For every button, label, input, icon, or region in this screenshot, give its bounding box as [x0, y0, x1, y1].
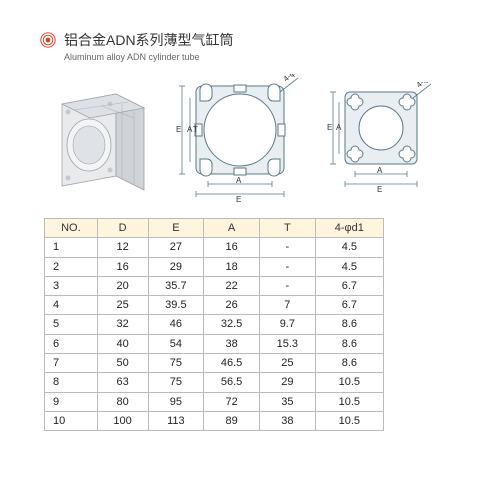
table-header-row: NO. D E A T 4-φd1: [45, 219, 384, 238]
table-cell: 46.5: [204, 354, 260, 373]
diagram-section-large: E A T A E 4-φd1: [172, 74, 307, 204]
table-cell: 100: [97, 411, 148, 430]
dim-label-T-v: T: [193, 125, 198, 134]
table-cell: 16: [204, 238, 260, 257]
table-row: 7507546.5258.6: [45, 354, 384, 373]
table-row: 32035.722-6.7: [45, 276, 384, 295]
table-cell: 54: [148, 334, 204, 353]
diagram-isometric: [44, 84, 154, 194]
col-d: D: [97, 219, 148, 238]
dim-label-A-h: A: [236, 176, 242, 185]
table-cell: 113: [148, 411, 204, 430]
table-cell: 95: [148, 392, 204, 411]
table-cell: 9.7: [259, 315, 315, 334]
col-no: NO.: [45, 219, 98, 238]
table-cell: 3: [45, 276, 98, 295]
table-cell: 63: [97, 373, 148, 392]
table-cell: 38: [259, 411, 315, 430]
dim-label-E-v: E: [176, 125, 181, 134]
table-row: 8637556.52910.5: [45, 373, 384, 392]
table-cell: 4.5: [315, 257, 383, 276]
dim-label-E-v2: E: [327, 123, 332, 132]
table-cell: 6: [45, 334, 98, 353]
table-cell: 6.7: [315, 276, 383, 295]
table-cell: 56.5: [204, 373, 260, 392]
col-a: A: [204, 219, 260, 238]
table-cell: 15.3: [259, 334, 315, 353]
table-cell: 25: [259, 354, 315, 373]
table-cell: 22: [204, 276, 260, 295]
dim-label-E-h2: E: [377, 185, 382, 194]
table-row: 1122716-4.5: [45, 238, 384, 257]
diagram-section-small: E A A E 4-φd1: [325, 82, 440, 197]
page-header: 铝合金ADN系列薄型气缸筒: [40, 30, 460, 50]
table-row: 2162918-4.5: [45, 257, 384, 276]
table-row: 10100113893810.5: [45, 411, 384, 430]
page-title-cn: 铝合金ADN系列薄型气缸筒: [64, 30, 234, 50]
spec-table: NO. D E A T 4-φd1 1122716-4.52162918-4.5…: [44, 218, 384, 431]
table-cell: -: [259, 238, 315, 257]
table-cell: 8.6: [315, 354, 383, 373]
table-cell: -: [259, 276, 315, 295]
table-cell: 8: [45, 373, 98, 392]
table-cell: 12: [97, 238, 148, 257]
table-cell: 89: [204, 411, 260, 430]
table-cell: 2: [45, 257, 98, 276]
table-cell: 32: [97, 315, 148, 334]
table-cell: 29: [148, 257, 204, 276]
table-cell: 8.6: [315, 315, 383, 334]
table-cell: 80: [97, 392, 148, 411]
table-cell: 7: [259, 296, 315, 315]
table-cell: 4.5: [315, 238, 383, 257]
table-cell: 5: [45, 315, 98, 334]
table-cell: 4: [45, 296, 98, 315]
table-row: 98095723510.5: [45, 392, 384, 411]
table-cell: 35.7: [148, 276, 204, 295]
table-cell: 38: [204, 334, 260, 353]
bullet-icon: [40, 32, 56, 48]
dim-label-A-v2: A: [336, 123, 342, 132]
table-cell: 10.5: [315, 392, 383, 411]
col-e: E: [148, 219, 204, 238]
table-cell: 10: [45, 411, 98, 430]
diagram-row: E A T A E 4-φd1: [40, 74, 460, 204]
table-cell: 50: [97, 354, 148, 373]
table-cell: 26: [204, 296, 260, 315]
table-row: 5324632.59.78.6: [45, 315, 384, 334]
table-cell: 9: [45, 392, 98, 411]
table-cell: 18: [204, 257, 260, 276]
table-cell: 27: [148, 238, 204, 257]
col-4phi: 4-φd1: [315, 219, 383, 238]
table-cell: 75: [148, 373, 204, 392]
page-title-en: Aluminum alloy ADN cylinder tube: [64, 52, 460, 62]
table-cell: 25: [97, 296, 148, 315]
col-t: T: [259, 219, 315, 238]
table-cell: 10.5: [315, 411, 383, 430]
table-cell: 20: [97, 276, 148, 295]
table-cell: 35: [259, 392, 315, 411]
table-cell: 72: [204, 392, 260, 411]
dim-label-E-h: E: [236, 195, 241, 204]
table-cell: 39.5: [148, 296, 204, 315]
table-row: 42539.52676.7: [45, 296, 384, 315]
table-cell: 16: [97, 257, 148, 276]
table-cell: 32.5: [204, 315, 260, 334]
table-cell: -: [259, 257, 315, 276]
dim-label-A-h2: A: [377, 166, 383, 175]
table-cell: 6.7: [315, 296, 383, 315]
table-cell: 10.5: [315, 373, 383, 392]
table-cell: 29: [259, 373, 315, 392]
table-cell: 1: [45, 238, 98, 257]
table-cell: 46: [148, 315, 204, 334]
table-cell: 75: [148, 354, 204, 373]
table-cell: 40: [97, 334, 148, 353]
table-cell: 8.6: [315, 334, 383, 353]
table-cell: 7: [45, 354, 98, 373]
table-row: 640543815.38.6: [45, 334, 384, 353]
